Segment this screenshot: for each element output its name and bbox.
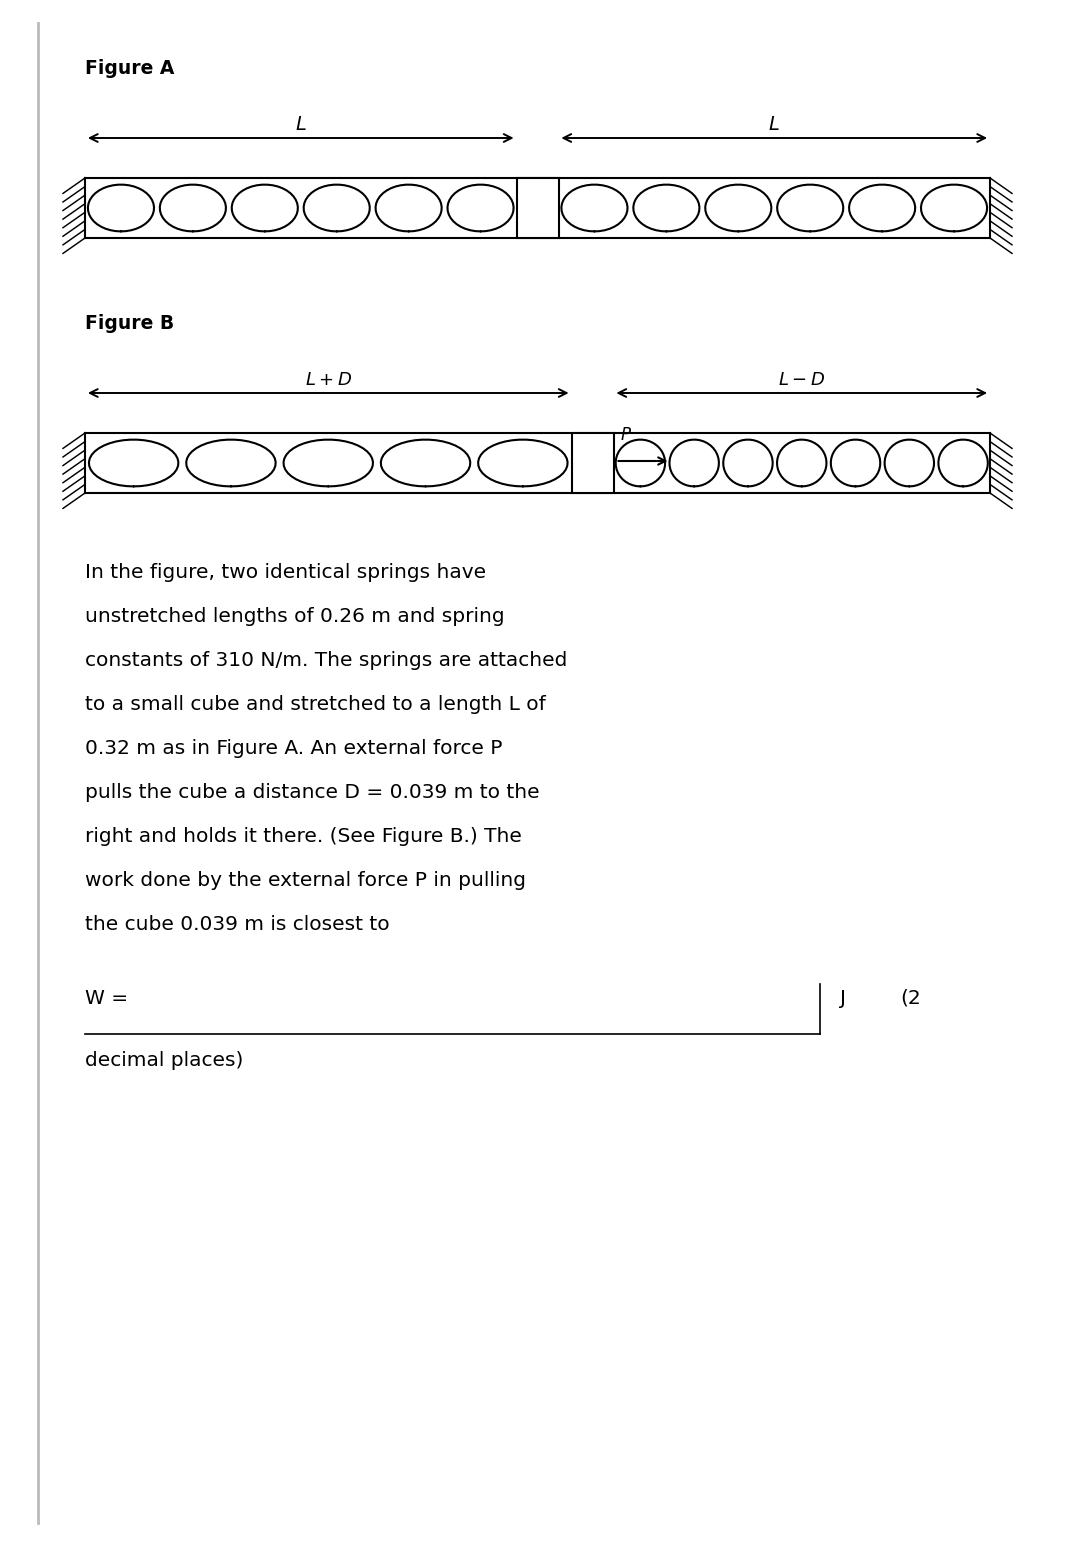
Text: $\mathit{L-D}$: $\mathit{L-D}$: [778, 371, 826, 388]
Bar: [572, 433, 614, 492]
Text: Figure B: Figure B: [85, 314, 174, 332]
Text: constants of 310 N/m. The springs are attached: constants of 310 N/m. The springs are at…: [85, 651, 568, 669]
Text: unstretched lengths of 0.26 m and spring: unstretched lengths of 0.26 m and spring: [85, 607, 504, 626]
Text: work done by the external force P in pulling: work done by the external force P in pul…: [85, 871, 526, 890]
Text: decimal places): decimal places): [85, 1051, 243, 1070]
Text: $\mathit{L+D}$: $\mathit{L+D}$: [304, 371, 352, 388]
Text: J: J: [840, 989, 846, 1008]
Text: (2: (2: [900, 989, 921, 1008]
Text: right and holds it there. (See Figure B.) The: right and holds it there. (See Figure B.…: [85, 828, 521, 846]
Text: the cube 0.039 m is closest to: the cube 0.039 m is closest to: [85, 915, 389, 933]
Text: $\mathit{L}$: $\mathit{L}$: [769, 116, 780, 134]
Text: 0.32 m as in Figure A. An external force P: 0.32 m as in Figure A. An external force…: [85, 739, 502, 758]
Text: to a small cube and stretched to a length L of: to a small cube and stretched to a lengt…: [85, 696, 546, 714]
Text: W =: W =: [85, 989, 128, 1008]
Text: pulls the cube a distance D = 0.039 m to the: pulls the cube a distance D = 0.039 m to…: [85, 783, 540, 801]
Text: $\mathit{P}$: $\mathit{P}$: [620, 427, 632, 444]
Bar: [516, 179, 559, 238]
Text: Figure A: Figure A: [85, 59, 174, 78]
Text: In the figure, two identical springs have: In the figure, two identical springs hav…: [85, 564, 486, 582]
Text: $\mathit{L}$: $\mathit{L}$: [295, 116, 306, 134]
